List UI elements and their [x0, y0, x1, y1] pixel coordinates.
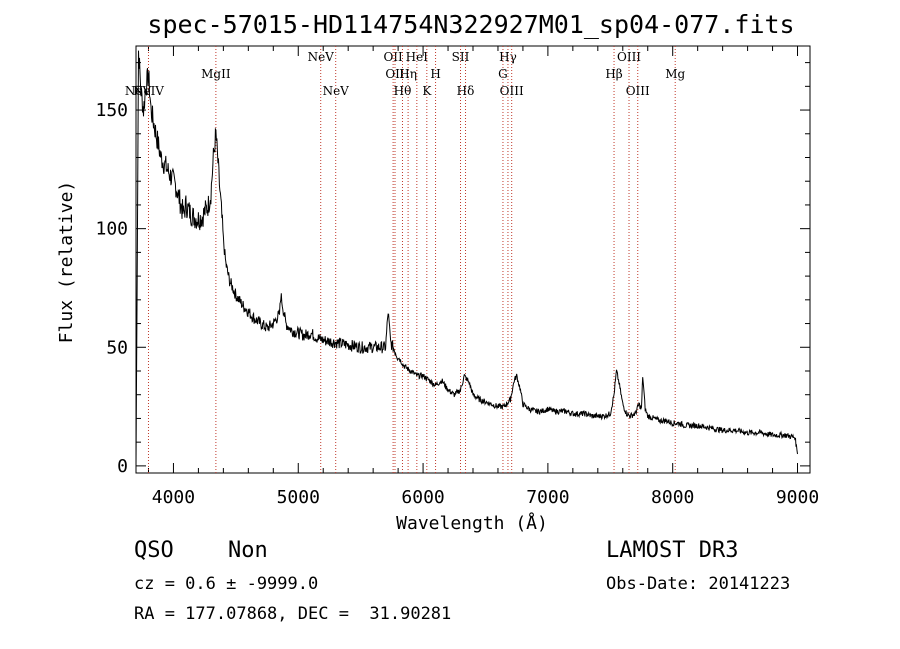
y-axis: 0 50 100 150	[95, 62, 810, 477]
line-marker-label: MgII	[201, 67, 231, 81]
line-marker-label: NeV	[323, 84, 350, 98]
line-marker-label: H	[430, 67, 440, 81]
line-marker-label: OII	[383, 50, 403, 64]
line-marker-label: OIII	[626, 84, 650, 98]
line-marker-label: Hη	[399, 67, 417, 81]
line-marker-label: OIII	[500, 84, 524, 98]
y-tick-label: 0	[117, 456, 128, 477]
spectrum-line	[135, 50, 798, 467]
x-tick-label: 9000	[776, 487, 819, 508]
y-tick-label: 100	[95, 219, 128, 240]
line-marker-label: OIII	[617, 50, 641, 64]
line-marker-label: OII	[385, 67, 405, 81]
x-tick-label: 5000	[277, 487, 320, 508]
line-marker-label: Hθ	[394, 84, 412, 98]
redshift-text: cz = 0.6 ± -9999.0	[134, 574, 319, 594]
y-tick-label: 50	[106, 337, 128, 358]
x-axis: 4000 5000 6000 7000 8000 9000	[147, 46, 819, 508]
spectral-line-markers: NeVNeIVMgIINeVNeVOIIOIIHηHθHeIKHSIIHδHγG…	[125, 46, 686, 473]
chart-title: spec-57015-HD114754N322927M01_sp04-077.f…	[147, 10, 794, 39]
line-marker-label: Hδ	[457, 84, 475, 98]
plot-frame	[135, 45, 811, 474]
line-marker-label: HeI	[406, 50, 429, 64]
x-tick-label: 8000	[651, 487, 694, 508]
y-axis-label: Flux (relative)	[56, 181, 77, 344]
x-tick-label: 7000	[526, 487, 569, 508]
coordinates-text: RA = 177.07868, DEC = 31.90281	[134, 604, 452, 624]
line-marker-label: K	[422, 84, 432, 98]
object-subclass: Non	[228, 538, 268, 563]
x-tick-label: 4000	[152, 487, 195, 508]
line-marker-label: Hβ	[605, 67, 622, 81]
x-axis-label: Wavelength (Å)	[396, 512, 548, 534]
obs-date-text: Obs-Date: 20141223	[606, 574, 791, 594]
survey-label: LAMOST DR3	[606, 538, 739, 563]
x-tick-label: 6000	[401, 487, 444, 508]
line-marker-label: G	[498, 67, 508, 81]
object-class: QSO	[134, 538, 174, 563]
line-marker-label: NeIV	[133, 84, 164, 98]
line-marker-label: Mg	[665, 67, 685, 81]
y-tick-label: 150	[95, 100, 128, 121]
line-marker-label: Hγ	[499, 50, 517, 64]
line-marker-label: NeV	[308, 50, 335, 64]
line-marker-label: SII	[452, 50, 470, 64]
